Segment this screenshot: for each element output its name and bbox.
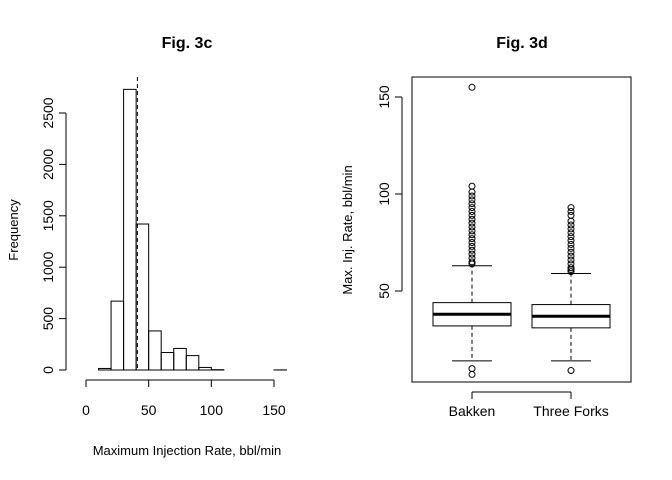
outlier-point — [567, 256, 575, 264]
x-axis-label: Maximum Injection Rate, bbl/min — [93, 443, 282, 458]
y-axis: 0 500 1000 1500 2000 2500 — [40, 97, 67, 374]
x-axis: 0 50 100 150 — [82, 379, 286, 418]
boxplot-three-forks — [531, 204, 611, 375]
outlier-point — [567, 217, 575, 225]
y-tick-label: 2500 — [40, 97, 56, 128]
y-axis: 50 100 150 — [376, 85, 403, 299]
y-tick-label: 100 — [376, 182, 392, 206]
histogram-bar — [160, 352, 175, 371]
x-tick-label: 50 — [141, 402, 157, 418]
outlier-point — [468, 83, 476, 91]
outlier-point — [468, 200, 476, 208]
outlier-point — [468, 258, 476, 266]
histogram-bar — [123, 88, 137, 371]
outlier-point — [567, 268, 575, 276]
y-tick-label: 1000 — [40, 251, 56, 282]
outlier-point — [567, 221, 575, 229]
y-tick-label: 1500 — [40, 200, 56, 231]
outlier-point — [468, 219, 476, 227]
chart-title-3c: Fig. 3c — [162, 35, 213, 52]
outlier-point — [468, 204, 476, 212]
outlier-point — [468, 192, 476, 200]
outlier-point — [468, 227, 476, 235]
outlier-point — [567, 264, 575, 272]
outlier-point — [468, 365, 476, 373]
outlier-point — [468, 207, 476, 215]
outlier-point — [468, 235, 476, 243]
outlier-point — [468, 239, 476, 246]
outlier-point — [567, 244, 575, 252]
y-axis-label: Max. Inj. Rate, bbl/min — [340, 165, 355, 294]
y-tick-label: 2000 — [40, 149, 56, 180]
x-tick-label: 100 — [200, 402, 224, 418]
outlier-point — [468, 215, 476, 223]
outlier-point — [567, 248, 575, 256]
outlier-point — [567, 266, 575, 274]
outlier-point — [567, 207, 575, 215]
x-axis: Bakken Three Forks — [449, 391, 609, 419]
y-tick-label: 150 — [376, 85, 392, 109]
x-tick-label: 0 — [82, 402, 90, 418]
y-axis-label: Frequency — [6, 199, 21, 261]
outlier-point — [567, 225, 575, 233]
outlier-point — [567, 229, 575, 237]
chart-title-3d: Fig. 3d — [496, 35, 548, 52]
outlier-point — [567, 237, 575, 245]
histogram-bars — [98, 88, 288, 371]
outlier-point — [468, 370, 476, 378]
boxplots — [432, 83, 611, 378]
outlier-point — [567, 204, 575, 212]
outlier-point — [567, 233, 575, 241]
x-tick-label: 150 — [262, 402, 286, 418]
outlier-point — [468, 250, 476, 258]
outlier-point — [468, 231, 476, 239]
outlier-point — [468, 196, 476, 204]
histogram-bar — [185, 355, 200, 371]
outlier-point — [468, 246, 476, 254]
y-tick-label: 50 — [376, 283, 392, 299]
outlier-point — [468, 260, 476, 268]
outlier-point — [567, 240, 575, 248]
outlier-point — [567, 252, 575, 260]
histogram-bar — [98, 367, 112, 371]
outlier-point — [468, 182, 476, 190]
x-tick-label: Bakken — [449, 403, 496, 419]
boxplot-panel: Fig. 3d 50 100 150 Bakken Three Forks Max. … — [340, 35, 632, 419]
outlier-point — [468, 242, 476, 250]
x-tick-label: Three Forks — [533, 403, 608, 419]
outlier-point — [567, 367, 575, 375]
outlier-point — [567, 211, 575, 219]
outlier-point — [468, 188, 476, 196]
y-tick-label: 500 — [40, 307, 56, 331]
plot-frame — [411, 76, 632, 383]
outlier-point — [468, 211, 476, 219]
histogram-bar — [110, 300, 125, 371]
histogram-bar — [148, 330, 162, 371]
y-tick-label: 0 — [40, 366, 56, 374]
boxplot-bakken — [432, 83, 512, 378]
histogram-bar — [173, 347, 187, 371]
histogram-bar — [135, 223, 150, 371]
outlier-point — [468, 223, 476, 231]
histogram-bar — [198, 366, 212, 371]
histogram-panel: Fig. 3c 0 50 100 150 0 500 1000 1500 2000 2500 M… — [6, 35, 288, 458]
